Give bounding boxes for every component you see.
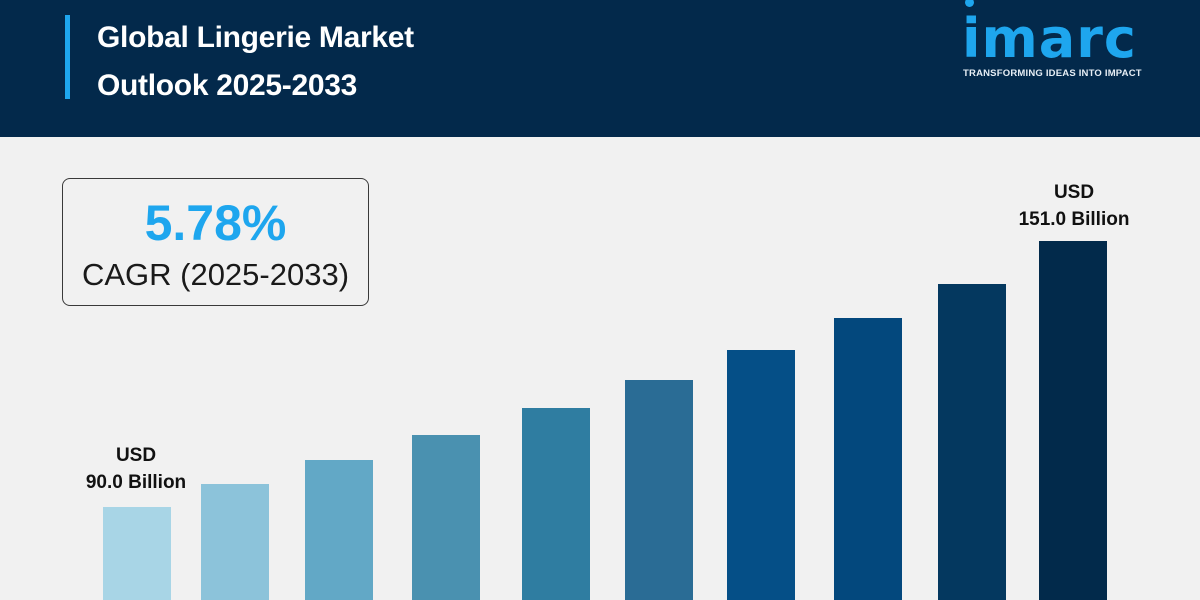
title-line-2: Outlook 2025-2033 bbox=[97, 69, 358, 102]
page-title: Global Lingerie Market Outlook 2025-2033 bbox=[97, 14, 414, 110]
header-accent-bar bbox=[65, 15, 70, 99]
bar-2034 bbox=[1039, 241, 1107, 600]
cagr-callout: 5.78% CAGR (2025-2033) bbox=[62, 178, 369, 306]
bar-2027 bbox=[305, 460, 373, 600]
bar-2033 bbox=[938, 284, 1006, 600]
bar-2030 bbox=[625, 380, 693, 600]
imarc-logo: imarc TRANSFORMING IDEAS INTO IMPACT bbox=[962, 0, 1172, 86]
start-value-label: USD 90.0 Billion bbox=[85, 445, 187, 493]
end-value-label: USD 151.0 Billion bbox=[1018, 182, 1130, 230]
logo-dot-icon bbox=[965, 0, 974, 7]
bar-2032 bbox=[834, 318, 902, 600]
title-line-1: Global Lingerie Market bbox=[97, 21, 414, 54]
header-banner: Global Lingerie Market Outlook 2025-2033… bbox=[0, 0, 1200, 137]
bar-2025 bbox=[103, 507, 171, 600]
bar-2029 bbox=[522, 408, 590, 600]
logo-wordmark: imarc bbox=[962, 7, 1137, 70]
bar-2028 bbox=[412, 435, 480, 600]
logo-tagline: TRANSFORMING IDEAS INTO IMPACT bbox=[963, 68, 1142, 79]
bar-2026 bbox=[201, 484, 269, 600]
cagr-label: CAGR (2025-2033) bbox=[81, 257, 350, 292]
cagr-value: 5.78% bbox=[144, 195, 287, 251]
bar-2031 bbox=[727, 350, 795, 600]
